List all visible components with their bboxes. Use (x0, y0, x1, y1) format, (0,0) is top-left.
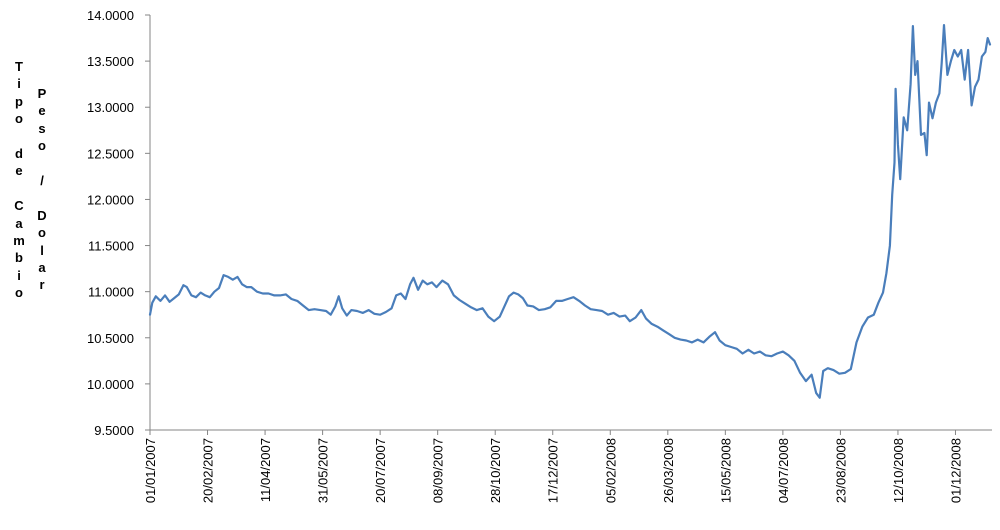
y-tick-label: 9.5000 (94, 423, 134, 438)
y-axis-ticks: 9.5000 10.0000 10.5000 11.0000 11.5000 12.000… (87, 8, 150, 438)
x-tick-label: 08/09/2007 (431, 438, 446, 503)
x-tick-label: 12/10/2008 (891, 438, 906, 503)
y-label-glyph: a (38, 260, 46, 276)
x-tick-label: 11/04/2007 (258, 438, 273, 502)
y-label-glyph: o (38, 225, 46, 241)
y-label-glyph: P (37, 86, 47, 101)
y-tick-label: 10.5000 (87, 331, 134, 346)
x-tick-label: 15/05/2008 (718, 438, 733, 503)
chart-axes (149, 15, 992, 431)
y-label-glyph: e (15, 163, 23, 179)
y-label-glyph (10, 180, 28, 197)
y-label-glyph: i (17, 76, 21, 92)
y-label-glyph: d (15, 146, 23, 162)
y-label-glyph: s (38, 120, 46, 136)
y-tick-label: 14.0000 (87, 8, 134, 23)
x-axis-ticks: 01/01/2007 20/02/2007 11/04/2007 31/05/2007… (143, 430, 963, 503)
y-label-glyph: / (40, 173, 44, 189)
y-label-glyph: o (38, 138, 46, 154)
x-tick-label: 01/12/2008 (948, 438, 963, 503)
y-label-glyph (33, 155, 51, 172)
y-label-glyph: l (40, 242, 44, 258)
y-tick-label: 13.0000 (87, 100, 134, 115)
y-label-glyph: e (38, 103, 46, 119)
x-tick-label: 20/07/2007 (373, 438, 388, 503)
exchange-rate-series-line (148, 24, 992, 399)
x-tick-label: 28/10/2007 (488, 438, 503, 503)
x-tick-label: 01/01/2007 (143, 438, 158, 503)
y-tick-label: 11.0000 (88, 285, 134, 300)
x-tick-label: 05/02/2008 (603, 438, 618, 503)
y-label-glyph: o (15, 111, 23, 127)
y-label-glyph: b (15, 250, 23, 266)
series-layer (148, 24, 992, 399)
y-tick-label: 13.5000 (87, 54, 134, 69)
y-label-glyph: a (15, 215, 23, 231)
y-label-glyph: T (15, 59, 23, 74)
y-tick-label: 10.0000 (87, 377, 134, 392)
x-tick-label: 20/02/2007 (201, 438, 216, 503)
y-tick-label: 12.5000 (87, 146, 134, 161)
y-tick-label: 11.5000 (88, 239, 134, 254)
x-tick-label: 17/12/2007 (546, 438, 561, 503)
y-tick-label: 12.0000 (87, 192, 134, 207)
x-tick-label: 04/07/2008 (776, 438, 791, 503)
y-label-glyph: o (15, 285, 23, 301)
y-label-glyph: m (13, 233, 25, 249)
y-label-glyph: i (17, 267, 21, 283)
y-label-glyph (33, 189, 51, 206)
y-label-glyph (10, 128, 28, 145)
x-tick-label: 31/05/2007 (316, 438, 331, 503)
x-tick-label: 23/08/2008 (833, 438, 848, 503)
x-tick-label: 26/03/2008 (661, 438, 676, 503)
y-label-glyph: r (39, 277, 45, 293)
y-label-glyph: D (37, 207, 47, 223)
y-label-glyph: p (15, 93, 23, 109)
y-label-glyph: C (14, 198, 24, 214)
